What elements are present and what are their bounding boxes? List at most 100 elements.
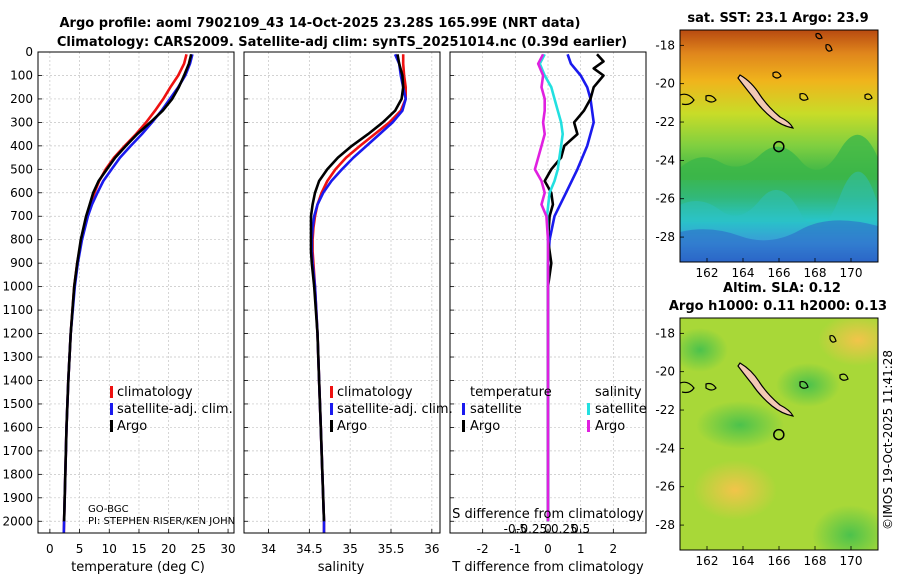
map-x-tick-label: 166 bbox=[768, 554, 791, 568]
principal-investigator-label: PI: STEPHEN RISER/KEN JOHN bbox=[88, 516, 235, 527]
legend-swatch-satellite-adj bbox=[330, 403, 333, 415]
legend-label-climatology: climatology bbox=[337, 385, 413, 400]
temperature-panel: 0 5 10 15 20 25 30 bbox=[37, 51, 236, 556]
depth-tick-label: 2000 bbox=[2, 514, 33, 528]
series-line-satellite-adj-clim- bbox=[310, 53, 408, 533]
x-tick-label: -1 bbox=[509, 542, 521, 556]
sst-island-outline bbox=[705, 94, 717, 103]
sla-map-title-line-2: Argo h1000: 0.11 h2000: 0.13 bbox=[669, 299, 887, 314]
map-x-tick-label: 170 bbox=[840, 266, 863, 280]
x-tick-label: 20 bbox=[161, 542, 176, 556]
temperature-legend: climatology satellite-adj. clim. Argo bbox=[110, 385, 233, 434]
title-line-2: Climatology: CARS2009. Satellite-adj cli… bbox=[57, 35, 627, 50]
map-y-tick-label: -18 bbox=[655, 38, 675, 52]
sla-high-anomaly bbox=[693, 460, 777, 520]
sst-island-outline bbox=[772, 71, 782, 79]
x-tick-label: 34.5 bbox=[296, 542, 323, 556]
depth-tick-label: 600 bbox=[10, 186, 33, 200]
sla-island-outline bbox=[829, 334, 837, 343]
depth-tick-label: 1700 bbox=[2, 444, 33, 458]
sst-new-caledonia-land bbox=[737, 74, 795, 129]
depth-tick-label: 700 bbox=[10, 209, 33, 223]
series-line-climatology bbox=[62, 53, 188, 534]
depth-tick-label: 1500 bbox=[2, 397, 33, 411]
sla-low-anomaly bbox=[680, 328, 728, 372]
map-x-tick-label: 168 bbox=[804, 554, 827, 568]
depth-tick-label: 1400 bbox=[2, 373, 33, 387]
series-line-argo bbox=[309, 54, 405, 522]
map-y-tick-label: -24 bbox=[655, 153, 675, 167]
float-program-label: GO-BGC bbox=[88, 504, 129, 515]
depth-tick-label: 1900 bbox=[2, 491, 33, 505]
sst-argo-location-marker bbox=[773, 140, 785, 153]
panel-frame bbox=[243, 51, 441, 534]
legend-label-satellite-adj: satellite-adj. clim. bbox=[337, 402, 453, 417]
legend-label-s-argo: Argo bbox=[595, 419, 625, 434]
sla-high-anomaly bbox=[818, 318, 878, 366]
x-tick-label: 36 bbox=[424, 542, 439, 556]
sla-map-field bbox=[680, 318, 878, 550]
map-y-tick-label: -26 bbox=[655, 480, 675, 494]
depth-tick-label: 1300 bbox=[2, 350, 33, 364]
depth-tick-label: 100 bbox=[10, 68, 33, 82]
map-x-tick-label: 170 bbox=[840, 554, 863, 568]
x2-tick-label: 0 bbox=[544, 522, 552, 536]
series-line-argo bbox=[62, 53, 193, 522]
sst-map-cyan-band bbox=[680, 171, 878, 228]
legend-swatch-s-argo bbox=[587, 420, 590, 432]
sla-island-outline bbox=[705, 382, 717, 391]
depth-tick-label: 900 bbox=[10, 256, 33, 270]
depth-tick-label: 800 bbox=[10, 233, 33, 247]
sst-map-axes: 162 164 166 168 170 -18 -20 -22 -24 -26 -28 bbox=[655, 38, 862, 280]
sst-map-field bbox=[680, 30, 878, 262]
x-tick-label: 15 bbox=[131, 542, 146, 556]
depth-tick-label: 500 bbox=[10, 162, 33, 176]
map-y-tick-label: -28 bbox=[655, 518, 675, 532]
series-line-s-argo bbox=[533, 53, 550, 522]
x-tick-label: 1 bbox=[577, 542, 585, 556]
sla-low-anomaly bbox=[696, 401, 784, 449]
x-tick-label: 35.5 bbox=[378, 542, 405, 556]
series-line-t-satellite bbox=[546, 53, 596, 522]
sst-map-title: sat. SST: 23.1 Argo: 23.9 bbox=[687, 11, 868, 26]
legend-swatch-climatology bbox=[330, 386, 333, 398]
sla-map-axes: 162 164 166 168 170 -18 -20 -22 -24 -26 -28 bbox=[655, 326, 862, 568]
difference-panel: -2 -1 0 1 2-0.5-0.250 0.250.5 bbox=[449, 51, 647, 556]
x-tick-label: 35 bbox=[343, 542, 358, 556]
x-tick-label: 0 bbox=[544, 542, 552, 556]
map-y-tick-label: -26 bbox=[655, 192, 675, 206]
sla-new-caledonia-land bbox=[737, 362, 795, 417]
difference-xlabel: T difference from climatology bbox=[451, 560, 644, 575]
salinity-panel: 34 34.5 35 35.5 36 bbox=[243, 51, 441, 556]
x-tick-label: 34 bbox=[261, 542, 276, 556]
map-y-tick-label: -22 bbox=[655, 115, 675, 129]
legend-title-temperature: temperature bbox=[470, 385, 552, 400]
x2-tick-label: -0.25 bbox=[516, 522, 547, 536]
legend-swatch-t-satellite bbox=[462, 403, 465, 415]
x-tick-label: 25 bbox=[191, 542, 206, 556]
x-tick-label: 5 bbox=[76, 542, 84, 556]
difference-salinity-legend: salinity satellite Argo bbox=[587, 385, 647, 434]
map-y-tick-label: -24 bbox=[655, 441, 675, 455]
x-tick-label: 2 bbox=[610, 542, 618, 556]
sst-island-outline bbox=[825, 43, 833, 52]
copyright-timestamp: ©IMOS 19-Oct-2025 11:41:28 bbox=[881, 350, 895, 530]
x-tick-label: 30 bbox=[220, 542, 235, 556]
sla-island-outline bbox=[799, 380, 809, 389]
legend-swatch-argo bbox=[330, 420, 333, 432]
series-line-climatology bbox=[311, 54, 408, 533]
map-y-tick-label: -18 bbox=[655, 326, 675, 340]
salinity-legend: climatology satellite-adj. clim. Argo bbox=[330, 385, 453, 434]
legend-label-argo: Argo bbox=[117, 419, 147, 434]
x2-tick-label: 0.5 bbox=[571, 522, 590, 536]
sst-island-outline bbox=[815, 32, 823, 40]
legend-swatch-satellite-adj bbox=[110, 403, 113, 415]
panel-frame bbox=[449, 51, 647, 534]
map-x-tick-label: 166 bbox=[768, 266, 791, 280]
sst-map-green-band bbox=[680, 134, 878, 180]
salinity-xlabel: salinity bbox=[318, 560, 365, 575]
legend-swatch-s-satellite bbox=[587, 403, 590, 415]
x-tick-label: -2 bbox=[477, 542, 489, 556]
title-line-1: Argo profile: aoml 7902109_43 14-Oct-202… bbox=[60, 16, 581, 31]
sla-coastline-west bbox=[680, 381, 695, 394]
